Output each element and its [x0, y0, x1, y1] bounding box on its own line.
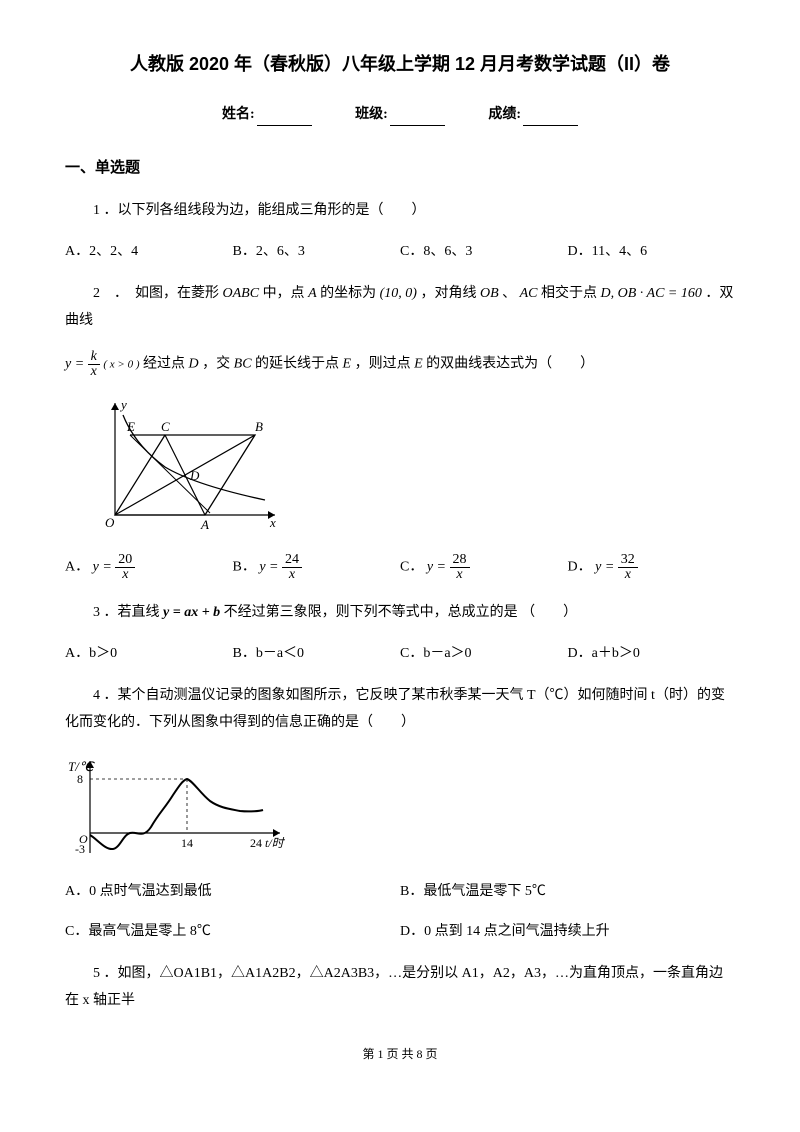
q2-E: E [343, 357, 352, 372]
student-info-row: 姓名: 班级: 成绩: [65, 104, 735, 126]
class-blank [390, 112, 445, 126]
q2-optC-lhs: y = [427, 560, 450, 575]
q2-text-line1: 2 ． 如图，在菱形 OABC 中，点 A 的坐标为 (10, 0) ，对角线 … [65, 281, 735, 334]
q2-td: ，对角线 [420, 286, 476, 301]
q2-optC: C． y = 28x [400, 553, 568, 582]
q2-optB-lhs: y = [259, 560, 282, 575]
svg-text:C: C [161, 419, 170, 434]
q2-oabc: OABC [223, 286, 260, 301]
page-footer: 第 1 页 共 8 页 [65, 1045, 735, 1064]
q2-OB: OB [480, 286, 499, 301]
q1-optB: B．2、6、3 [233, 241, 401, 263]
q5-text: 5 ．如图，△OA1B1，△A1A2B2，△A2A3B3，…是分别以 A1，A2… [65, 961, 735, 1014]
q2-optC-num: 28 [450, 553, 470, 568]
q2-optD-lhs: y = [595, 560, 618, 575]
q2-th: 经过点 [143, 357, 185, 372]
svg-text:t/时: t/时 [265, 836, 286, 850]
q3-options: A．b＞0 B．b－a＜0 C．b－a＞0 D．a＋b＞0 [65, 643, 735, 665]
q3-tb: 不经过第三象限，则下列不等式中，总成立的是 （ ） [224, 605, 578, 620]
q2-coord: (10, 0) [380, 286, 417, 301]
name-blank [257, 112, 312, 126]
q3-optA: A．b＞0 [65, 643, 233, 665]
q1-text: 1 ．以下列各组线段为边，能组成三角形的是（ ） [65, 198, 735, 225]
section-title: 一、单选题 [65, 156, 735, 180]
q2-optB-prefix: B． [233, 560, 256, 575]
q2-optD-prefix: D． [568, 560, 592, 575]
svg-text:E: E [126, 419, 135, 434]
q1-options: A．2、2、4 B．2、6、3 C．8、6、3 D．11、4、6 [65, 241, 735, 263]
q2-tf: 相交于点 [541, 286, 597, 301]
q2-tj: 的延长线于点 [255, 357, 339, 372]
q2-BC: BC [234, 357, 252, 372]
q4-optB: B．最低气温是零下 5℃ [400, 881, 735, 903]
q2-tb: 中，点 [263, 286, 305, 301]
q4-optC: C．最高气温是零上 8℃ [65, 921, 400, 943]
q4-optD: D．0 点到 14 点之间气温持续上升 [400, 921, 735, 943]
q2-optB-den: x [282, 568, 302, 582]
q2-E2: E [414, 357, 423, 372]
q4-text: 4 ．某个自动测温仪记录的图象如图所示，它反映了某市秋季某一天气 T（℃）如何随… [65, 683, 735, 736]
q2-optD-den: x [618, 568, 638, 582]
svg-text:x: x [269, 515, 276, 530]
q2-fnum: k [88, 350, 100, 365]
score-blank [523, 112, 578, 126]
q2-optC-den: x [450, 568, 470, 582]
q2-optA-prefix: A． [65, 560, 89, 575]
q3-ta: 3 ．若直线 [93, 605, 160, 620]
q3-optD: D．a＋b＞0 [568, 643, 736, 665]
q4-options-row2: C．最高气温是零上 8℃ D．0 点到 14 点之间气温持续上升 [65, 921, 735, 943]
q2-Dprod: D, OB · AC = 160 [601, 286, 702, 301]
q3-optC: C．b－a＞0 [400, 643, 568, 665]
class-label: 班级: [355, 107, 388, 122]
svg-text:14: 14 [181, 836, 193, 850]
q3-text: 3 ．若直线 y = ax + b 不经过第三象限，则下列不等式中，总成立的是 … [65, 600, 735, 627]
q2-AC: AC [520, 286, 538, 301]
q2-optA-den: x [115, 568, 135, 582]
q2-tc: 的坐标为 [320, 286, 376, 301]
svg-text:O: O [105, 515, 115, 530]
q2-ta: 2 ． 如图，在菱形 [93, 286, 219, 301]
q1-optA: A．2、2、4 [65, 241, 233, 263]
q2-optC-prefix: C． [400, 560, 423, 575]
q2-text-line2: y = kx ( x > 0 ) 经过点 D ，交 BC 的延长线于点 E ，则… [65, 350, 735, 379]
q4-options-row1: A．0 点时气温达到最低 B．最低气温是零下 5℃ [65, 881, 735, 903]
q2-te: 、 [502, 286, 516, 301]
q2-optA-num: 20 [115, 553, 135, 568]
q4-svg: T/℃ 8 -3 O 14 24 t/时 [65, 753, 295, 863]
q2-D2: D [189, 357, 199, 372]
q2-options: A． y = 20x B． y = 24x C． y = 28x D． y = … [65, 553, 735, 582]
q2-svg: D y x E C B O A [95, 395, 285, 535]
q2-optD-num: 32 [618, 553, 638, 568]
q3-optB: B．b－a＜0 [233, 643, 401, 665]
page-title: 人教版 2020 年（春秋版）八年级上学期 12 月月考数学试题（II）卷 [65, 50, 735, 79]
q2-figure: D y x E C B O A [95, 395, 735, 535]
q1-optC: C．8、6、3 [400, 241, 568, 263]
q2-optB: B． y = 24x [233, 553, 401, 582]
q2-optD: D． y = 32x [568, 553, 736, 582]
score-label: 成绩: [488, 107, 521, 122]
q2-tk: ，则过点 [355, 357, 411, 372]
svg-text:y: y [119, 397, 127, 412]
q2-fy: y = [65, 357, 88, 372]
q2-optA: A． y = 20x [65, 553, 233, 582]
svg-text:O: O [79, 832, 88, 846]
q2-ti: ，交 [202, 357, 230, 372]
svg-text:8: 8 [77, 772, 83, 786]
q2-optB-num: 24 [282, 553, 302, 568]
q4-optA: A．0 点时气温达到最低 [65, 881, 400, 903]
q2-fden: x [88, 365, 100, 379]
q2-formula: y = kx ( x > 0 ) [65, 350, 140, 379]
q2-fcond: ( x > 0 ) [103, 359, 139, 371]
q4-figure: T/℃ 8 -3 O 14 24 t/时 [65, 753, 735, 863]
svg-text:24: 24 [250, 836, 262, 850]
q2-tl: 的双曲线表达式为（ ） [426, 357, 594, 372]
q2-optA-lhs: y = [93, 560, 116, 575]
name-label: 姓名: [222, 107, 255, 122]
q1-optD: D．11、4、6 [568, 241, 736, 263]
q3-formula: y = ax + b [163, 605, 220, 620]
svg-text:B: B [255, 419, 263, 434]
svg-text:A: A [200, 517, 209, 532]
q2-A: A [308, 286, 317, 301]
